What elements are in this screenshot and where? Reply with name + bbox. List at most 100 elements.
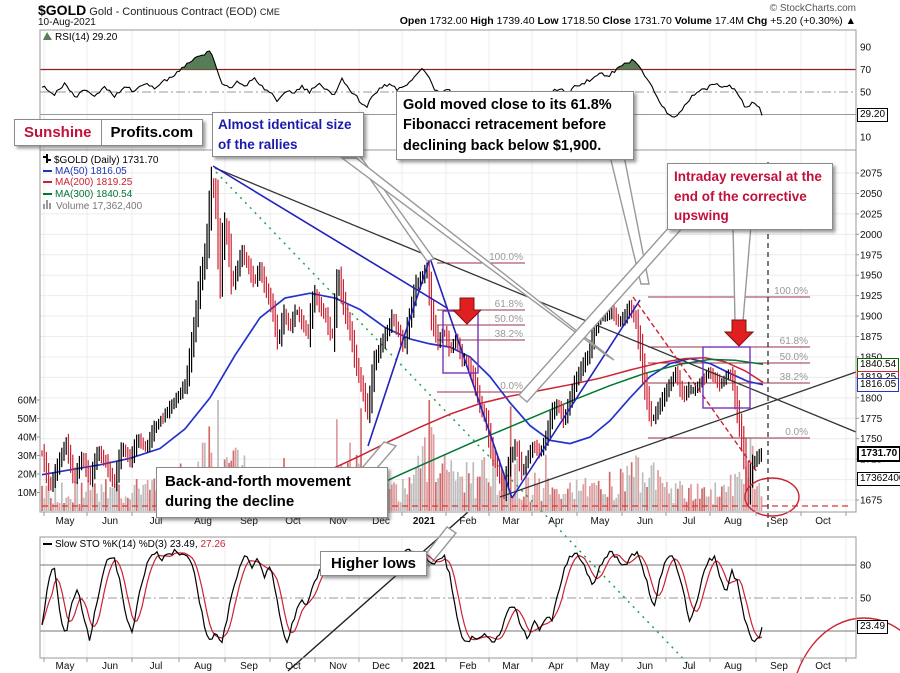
close-label: Close xyxy=(602,15,631,27)
volume-bar xyxy=(677,488,679,511)
legend-item-volume: Volume 17,362,400 xyxy=(43,200,159,212)
volume-label: Volume xyxy=(674,15,712,27)
volume-bar xyxy=(732,495,734,511)
volume-bar xyxy=(593,482,596,511)
volume-bar xyxy=(461,476,464,511)
volume-bar xyxy=(43,498,46,511)
volume-bar xyxy=(127,497,129,511)
price-axis-label: 2000 xyxy=(860,230,883,241)
volume-bar xyxy=(41,485,43,511)
rsi-axis-label: 10 xyxy=(860,133,872,144)
volume-bar xyxy=(756,486,758,511)
volume-bar xyxy=(644,482,646,511)
open-label: Open xyxy=(399,15,427,27)
volume-bar xyxy=(727,486,730,511)
x-axis-label: May xyxy=(591,661,610,672)
volume-bar xyxy=(61,482,63,511)
x-axis-label: Sep xyxy=(240,516,258,527)
volume-bar xyxy=(98,501,101,511)
volume-bar xyxy=(69,499,72,511)
x-axis-label: Sep xyxy=(240,661,258,672)
volume-bar xyxy=(58,503,61,511)
volume-bar xyxy=(428,400,431,511)
volume-bar xyxy=(47,478,50,511)
volume-bar xyxy=(571,492,574,511)
fib-level-label: 0.0% xyxy=(785,427,808,438)
volume-bar xyxy=(96,493,98,511)
x-axis-label: Jun xyxy=(102,516,118,527)
volume-bar xyxy=(538,478,541,511)
volume-bar xyxy=(652,462,655,511)
volume-bar xyxy=(639,492,642,511)
volume-bar xyxy=(723,484,725,511)
volume-bar xyxy=(78,504,81,511)
volume-bar xyxy=(604,494,607,511)
volume-bar xyxy=(707,496,710,511)
volume-bar xyxy=(648,477,651,511)
x-axis-label: May xyxy=(56,661,75,672)
panel-border xyxy=(39,536,857,659)
volume-bar xyxy=(448,472,450,511)
fib-level-label: 61.8% xyxy=(780,336,808,347)
volume-bar xyxy=(468,473,470,511)
x-axis-label: Sep xyxy=(770,661,788,672)
volume-bar xyxy=(564,493,567,511)
volume-axis-label: 40M xyxy=(18,433,37,444)
trend-line xyxy=(499,371,857,498)
volume-bar xyxy=(518,498,521,511)
rsi-legend-label: RSI(14) 29.20 xyxy=(55,32,118,43)
annotation-back-and-forth: Back-and-forth movement during the decli… xyxy=(156,467,388,518)
x-axis-label: Jul xyxy=(683,516,696,527)
volume-bar xyxy=(419,468,422,511)
volume-bar xyxy=(439,473,442,511)
volume-bar xyxy=(94,483,96,511)
fib-level-label: 50.0% xyxy=(495,314,523,325)
volume-bar xyxy=(426,482,428,511)
x-axis-label: Jul xyxy=(150,516,163,527)
volume-bar xyxy=(760,496,763,511)
price-axis-label: 1850 xyxy=(860,352,883,363)
fib-level-label: 100.0% xyxy=(489,252,523,263)
high-value: 1739.40 xyxy=(496,15,535,27)
price-axis-label: 2025 xyxy=(860,209,883,220)
fib-level-label: 50.0% xyxy=(780,352,808,363)
volume-bar xyxy=(417,455,420,511)
callout-wedge xyxy=(732,224,752,322)
candlestick-icon xyxy=(43,154,51,163)
volume-bar xyxy=(67,496,70,511)
symbol: $GOLD xyxy=(38,2,87,18)
annotation-rallies: Almost identical size of the rallies xyxy=(212,112,364,158)
trend-line xyxy=(511,299,641,499)
x-axis-label: Nov xyxy=(329,661,347,672)
volume-bar xyxy=(600,489,602,511)
callout-wedge xyxy=(425,526,458,568)
volume-bar xyxy=(699,498,701,511)
volume-bar xyxy=(113,483,116,511)
volume-bar xyxy=(474,498,477,511)
volume-bar xyxy=(424,437,426,511)
volume-bar xyxy=(85,491,87,511)
volume-bar xyxy=(485,478,488,511)
volume-bar xyxy=(391,484,393,511)
legend-item-ma200: MA(200) 1819.25 xyxy=(43,177,159,189)
volume-bar xyxy=(547,478,549,511)
volume-bar xyxy=(441,463,444,511)
volume-bar xyxy=(670,488,673,511)
axis-value-badge: 29.20 xyxy=(857,108,889,122)
annotation-fibonacci: Gold moved close to its 61.8% Fibonacci … xyxy=(396,91,634,160)
callout-wedge xyxy=(339,157,615,361)
volume-bar xyxy=(65,497,68,511)
volume-bar xyxy=(479,476,481,511)
volume-bar xyxy=(668,493,670,511)
volume-bar xyxy=(683,498,686,511)
volume-bar xyxy=(608,471,611,511)
volume-bar xyxy=(459,476,461,511)
volume-bar xyxy=(615,497,618,511)
volume-bar xyxy=(516,458,519,511)
volume-bar xyxy=(122,502,125,511)
volume-bar xyxy=(45,485,48,511)
x-axis-label: Jun xyxy=(102,661,118,672)
volume-bar xyxy=(589,486,591,511)
volume-bar xyxy=(149,489,151,511)
